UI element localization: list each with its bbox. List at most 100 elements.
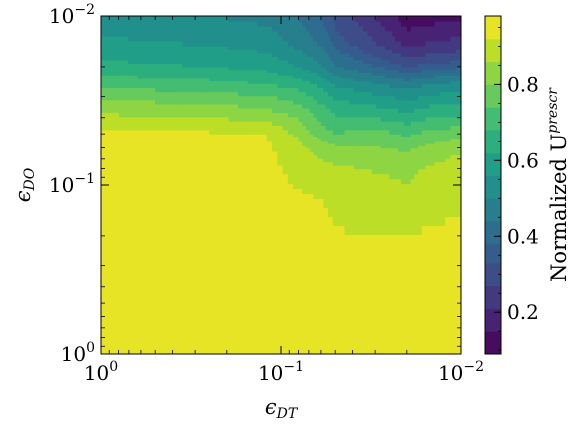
- contour-cell: [376, 168, 382, 175]
- contour-cell: [339, 16, 346, 22]
- contour-cell: [450, 49, 457, 54]
- contour-cell: [287, 87, 294, 93]
- contour-cell: [323, 116, 327, 122]
- contour-cell: [309, 121, 315, 126]
- contour-cell: [155, 107, 165, 113]
- contour-cell: [272, 193, 278, 199]
- contour-cell: [358, 35, 364, 42]
- contour-cell: [406, 151, 412, 156]
- contour-cell: [313, 63, 318, 68]
- contour-cell: [371, 63, 377, 68]
- contour-cell: [173, 188, 183, 195]
- contour-cell: [146, 83, 156, 88]
- contour-cell: [389, 145, 393, 149]
- contour-cell: [128, 147, 138, 152]
- contour-cell: [325, 143, 329, 146]
- contour-cell: [401, 225, 405, 235]
- contour-cell: [191, 80, 201, 84]
- contour-cell: [110, 198, 120, 208]
- contour-cell: [371, 116, 377, 122]
- contour-cell: [128, 116, 138, 122]
- contour-cell: [247, 168, 258, 175]
- contour-cell: [228, 75, 239, 79]
- contour-cell: [344, 303, 350, 313]
- contour-cell: [332, 56, 336, 61]
- contour-cell: [401, 69, 405, 73]
- contour-cell: [363, 165, 369, 170]
- contour-cell: [266, 95, 273, 101]
- contour-cell: [110, 49, 120, 54]
- contour-cell: [164, 337, 174, 347]
- contour-cell: [293, 277, 300, 287]
- contour-cell: [339, 95, 346, 101]
- contour-cell: [434, 337, 441, 347]
- contour-cell: [398, 320, 402, 330]
- contour-cell: [200, 260, 210, 270]
- contour-cell: [146, 216, 156, 226]
- contour-cell: [332, 66, 336, 71]
- contour-cell: [353, 216, 360, 226]
- contour-cell: [313, 243, 318, 253]
- contour-cell: [101, 252, 111, 262]
- contour-cell: [398, 147, 402, 152]
- contour-cell: [155, 30, 165, 37]
- contour-cell: [434, 207, 441, 217]
- contour-cell: [272, 234, 278, 244]
- contour-cell: [332, 260, 336, 270]
- contour-cell: [389, 234, 393, 244]
- contour-cell: [344, 77, 350, 82]
- contour-cell: [353, 95, 360, 101]
- contour-cell: [173, 147, 183, 152]
- contour-cell: [339, 234, 346, 244]
- contour-cell: [266, 103, 273, 109]
- contour-cell: [353, 269, 360, 279]
- contour-cell: [332, 168, 336, 175]
- contour-cell: [128, 72, 138, 76]
- contour-cell: [101, 311, 111, 321]
- contour-cell: [389, 277, 393, 287]
- contour-cell: [371, 134, 377, 137]
- contour-cell: [228, 183, 239, 190]
- contour-cell: [332, 252, 336, 262]
- contour-cell: [305, 121, 311, 126]
- contour-cell: [282, 52, 289, 57]
- contour-cell: [305, 103, 311, 109]
- contour-cell: [380, 294, 386, 304]
- contour-cell: [335, 16, 341, 22]
- contour-cell: [421, 303, 427, 313]
- contour-cell: [323, 225, 327, 235]
- colorbar-segment: [485, 331, 501, 355]
- contour-cell: [320, 125, 324, 131]
- contour-cell: [238, 252, 249, 262]
- contour-cell: [173, 337, 183, 347]
- contour-cell: [272, 134, 278, 137]
- contour-cell: [450, 294, 457, 304]
- contour-cell: [392, 77, 396, 82]
- contour-cell: [384, 198, 390, 208]
- contour-cell: [434, 125, 441, 131]
- contour-cell: [421, 45, 427, 50]
- contour-cell: [380, 77, 386, 82]
- contour-cell: [238, 95, 249, 101]
- contour-cell: [101, 134, 111, 137]
- contour-cell: [410, 45, 415, 50]
- contour-cell: [330, 138, 334, 142]
- contour-cell: [191, 207, 201, 217]
- contour-cell: [119, 173, 129, 180]
- contour-cell: [392, 198, 396, 208]
- contour-cell: [282, 178, 289, 185]
- contour-cell: [119, 116, 129, 122]
- contour-cell: [353, 193, 360, 199]
- contour-cell: [191, 188, 201, 195]
- contour-cell: [414, 183, 419, 190]
- contour-cell: [191, 328, 201, 338]
- contour-cell: [101, 20, 111, 27]
- contour-cell: [323, 193, 327, 199]
- contour-cell: [406, 225, 412, 235]
- contour-cell: [403, 69, 408, 73]
- contour-cell: [421, 112, 427, 118]
- contour-cell: [293, 77, 300, 82]
- contour-cell: [323, 56, 327, 61]
- contour-cell: [367, 158, 373, 163]
- contour-cell: [323, 168, 327, 175]
